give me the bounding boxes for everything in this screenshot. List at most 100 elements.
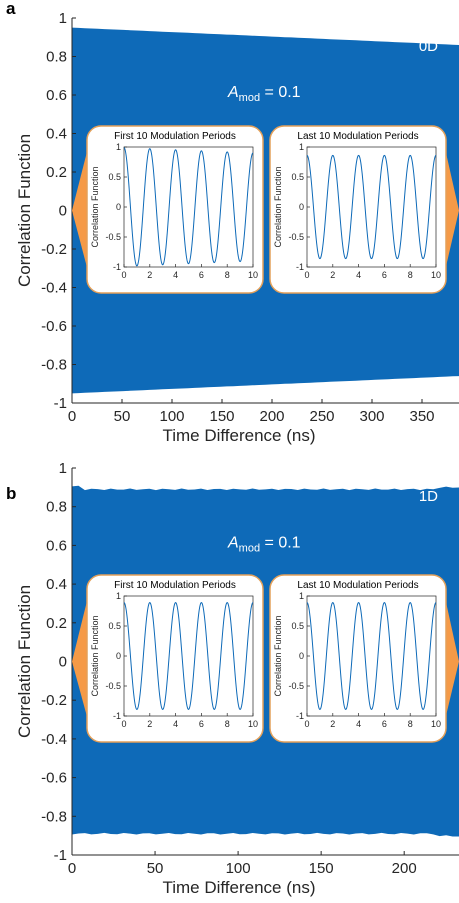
inset-frame [269,574,447,743]
y-tick-label: 0.4 [46,576,67,593]
y-tick-label: 0.2 [46,164,67,181]
x-tick-label: 100 [159,408,184,425]
y-tick-label: 0.6 [46,537,67,554]
y-tick-label: -1 [54,847,67,864]
inset-y-tick-label: 1 [299,142,304,152]
amod-symbol: A [227,84,239,101]
y-tick-label: -0.4 [41,280,67,297]
inset-x-tick-label: 4 [173,719,178,729]
callout-arrow-left [72,144,89,275]
inset-y-tick-label: 1 [116,142,121,152]
x-tick-label: 150 [309,860,334,877]
amod-value: = 0.1 [260,535,301,552]
x-tick-label: 350 [409,408,434,425]
inset-x-tick-label: 6 [382,719,387,729]
amod-subscript: mod [239,92,260,104]
inset-y-tick-label: -1 [113,262,121,272]
y-tick-label: 0.6 [46,87,67,104]
amod-symbol: A [227,535,239,552]
callout-arrow-right [444,144,459,275]
inset-x-tick-label: 2 [330,270,335,280]
inset-x-tick-label: 6 [199,270,204,280]
signal-band [72,485,459,837]
series-label: 1D [419,488,438,505]
y-tick-label: 0.8 [46,499,67,516]
inset-y-tick-label: -1 [113,711,121,721]
inset-x-tick-label: 2 [330,719,335,729]
inset-y-tick-label: -0.5 [288,232,304,242]
inset-y-tick-label: -0.5 [105,232,121,242]
inset-x-tick-label: 10 [431,719,441,729]
y-tick-label: 0 [59,203,67,220]
x-tick-label: 200 [259,408,284,425]
inset-y-tick-label: -0.5 [288,681,304,691]
y-tick-label: -0.8 [41,357,67,374]
inset-x-tick-label: 10 [248,719,258,729]
amod-value: = 0.1 [260,84,301,101]
inset-curve [123,602,254,710]
inset-y-tick-label: 0 [299,202,304,212]
x-tick-label: 0 [68,408,76,425]
inset-x-tick-label: 8 [408,719,413,729]
y-tick-label: 1 [59,10,67,27]
inset-x-tick-label: 4 [173,270,178,280]
inset-x-tick-label: 2 [147,270,152,280]
inset-y-tick-label: 0.5 [291,172,304,182]
amod-subscript: mod [239,543,260,555]
inset-y-label: Correlation Function [90,615,100,696]
x-tick-label: 0 [68,860,76,877]
x-tick-label: 50 [114,408,131,425]
y-axis-label: Correlation Function [15,585,34,738]
inset-frame [269,125,447,294]
callout-arrow-left [72,593,89,724]
y-tick-label: 0.4 [46,126,67,143]
y-tick-label: 0 [59,654,67,671]
inset-x-tick-label: 4 [356,270,361,280]
inset-x-tick-label: 4 [356,719,361,729]
inset-frame [86,125,264,294]
y-tick-label: -0.6 [41,770,67,787]
inset-y-tick-label: 0 [116,202,121,212]
inset-x-tick-label: 0 [121,270,126,280]
x-tick-label: 50 [147,860,164,877]
inset-x-tick-label: 2 [147,719,152,729]
inset-y-tick-label: 0.5 [108,172,121,182]
inset-y-tick-label: 0 [116,651,121,661]
inset-x-tick-label: 10 [248,270,258,280]
callout-arrow-right [444,593,459,724]
inset-y-tick-label: 0.5 [108,621,121,631]
inset-curve [123,147,254,267]
inset-title: Last 10 Modulation Periods [297,580,418,591]
inset-x-tick-label: 8 [225,719,230,729]
x-tick-label: 300 [359,408,384,425]
panel-letter: a [6,0,16,18]
series-label: 0D [419,38,438,55]
x-axis-label: Time Difference (ns) [162,426,315,445]
y-tick-label: -0.6 [41,318,67,335]
inset-x-tick-label: 6 [382,270,387,280]
signal-band [72,27,459,394]
inset-x-tick-label: 0 [304,270,309,280]
y-tick-label: 0.8 [46,49,67,66]
inset-y-tick-label: 1 [299,591,304,601]
x-tick-label: 250 [309,408,334,425]
inset-y-tick-label: 0 [299,651,304,661]
inset-y-tick-label: -1 [296,711,304,721]
inset-y-label: Correlation Function [90,166,100,247]
y-axis-label: Correlation Function [15,134,34,287]
y-tick-label: -0.4 [41,731,67,748]
inset-x-tick-label: 10 [431,270,441,280]
inset-x-tick-label: 6 [199,719,204,729]
x-tick-label: 200 [392,860,417,877]
inset-y-label: Correlation Function [273,166,283,247]
x-axis-label: Time Difference (ns) [162,878,315,897]
y-tick-label: 0.2 [46,615,67,632]
inset-y-tick-label: 1 [116,591,121,601]
y-tick-label: -0.8 [41,808,67,825]
inset-x-tick-label: 8 [408,270,413,280]
y-tick-label: 1 [59,460,67,477]
